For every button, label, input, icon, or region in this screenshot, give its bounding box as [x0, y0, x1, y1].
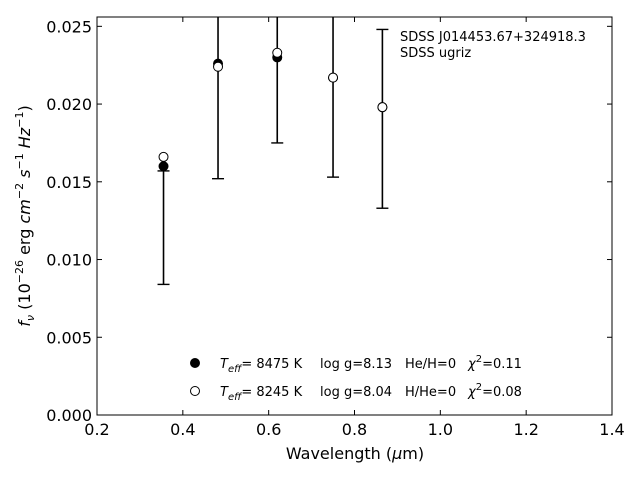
- y-tick-label: 0.000: [46, 406, 92, 425]
- model-point-open: [213, 61, 224, 72]
- x-tick-label: 0.4: [170, 420, 195, 439]
- x-tick-label: 1.2: [513, 420, 538, 439]
- y-tick-label: 0.025: [46, 17, 92, 36]
- error-bars: [157, 17, 389, 286]
- y-tick-label: 0.005: [46, 328, 92, 347]
- y-tick-labels: 0.000 0.005 0.010 0.015 0.020 0.025: [46, 17, 92, 425]
- y-tick-label: 0.020: [46, 95, 92, 114]
- x-tick-label: 0.2: [84, 420, 109, 439]
- model-point-open: [377, 102, 388, 113]
- model-point-open: [158, 151, 169, 162]
- model-point-open: [328, 72, 339, 83]
- legend-marker-filled: [190, 358, 200, 368]
- legend-marker-open: [190, 386, 200, 396]
- annotation-object-name: SDSS J014453.67+324918.3: [400, 30, 586, 45]
- x-tick-label: 1.0: [428, 420, 453, 439]
- x-tick-labels: 0.2 0.4 0.6 0.8 1.0 1.2 1.4: [84, 420, 624, 439]
- plot-frame: [96, 16, 613, 416]
- y-tick-label: 0.010: [46, 251, 92, 270]
- annotation-filter-set: SDSS ugriz: [400, 46, 471, 61]
- y-axis-label: fν (10−26 erg cm−2 s−1 Hz−1): [13, 105, 37, 326]
- x-tick-label: 0.6: [256, 420, 281, 439]
- axis-ticks: [96, 17, 613, 416]
- x-axis-label: Wavelength (μm): [286, 444, 424, 463]
- data-markers: [158, 47, 388, 172]
- model-point-filled: [158, 161, 169, 172]
- y-tick-label: 0.015: [46, 173, 92, 192]
- x-tick-label: 1.4: [599, 420, 624, 439]
- model-point-open: [272, 47, 283, 58]
- x-tick-label: 0.8: [342, 420, 367, 439]
